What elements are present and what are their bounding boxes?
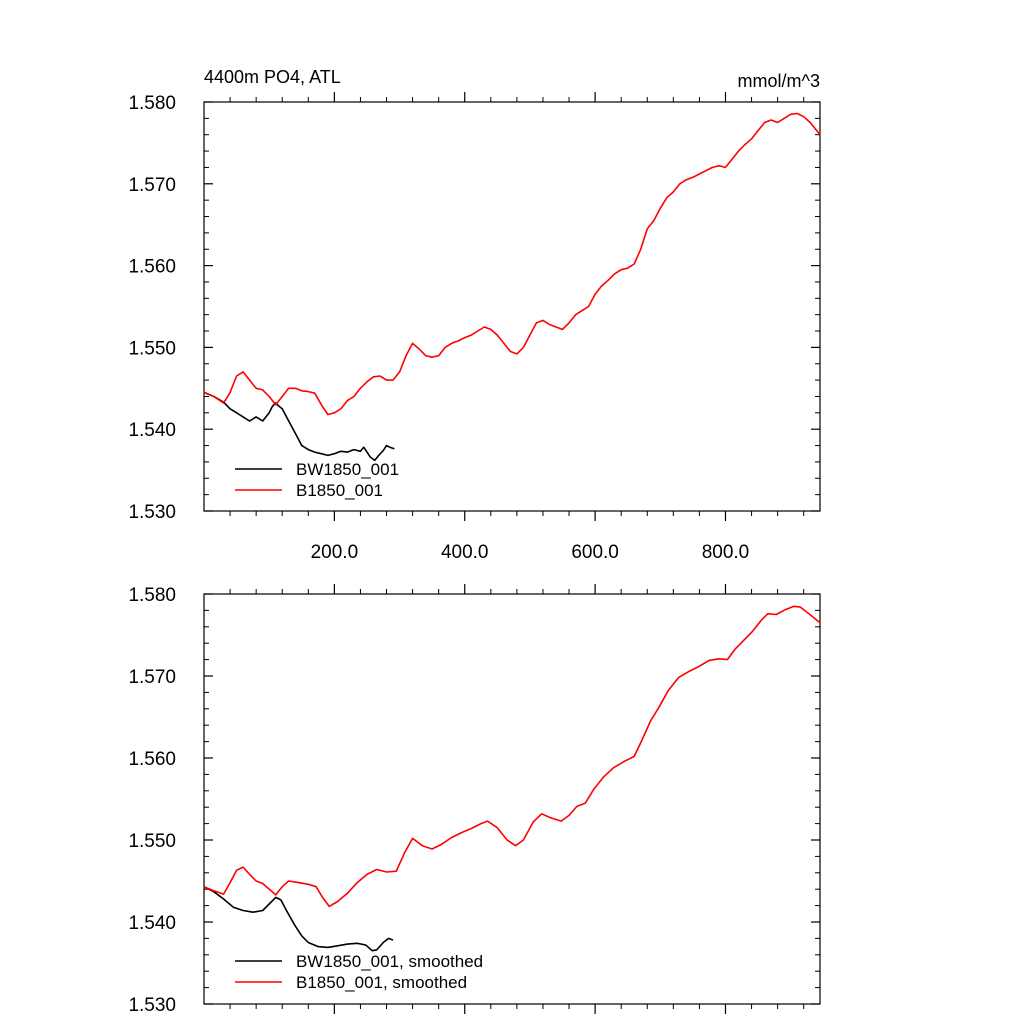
legend-label-1: BW1850_001 [296,460,399,479]
chart-title: 4400m PO4, ATL [204,67,341,87]
chart-units: mmol/m^3 [738,71,820,91]
legend-label-1: BW1850_001, smoothed [296,952,483,971]
y-tick-label: 1.560 [128,749,176,770]
series-line-2 [203,605,821,908]
series-layer-bottom [203,605,821,952]
plot-frame-bottom [203,593,821,1005]
chart-top: 4400m PO4, ATL mmol/m^3 1.5301.5401.5501… [128,67,821,563]
x-tick-label: 400.0 [441,542,489,563]
y-tick-label: 1.540 [128,913,176,934]
series-line-1 [203,885,394,952]
plot-frame-top [203,101,821,512]
x-tick-label: 600.0 [571,542,619,563]
y-tick-label: 1.530 [128,502,176,523]
x-tick-label: 800.0 [702,542,750,563]
ticks-bottom: 1.530 1.540 1.550 1.560 1.570 1.580 [128,584,820,1016]
legend-top: BW1850_001 B1850_001 [235,460,399,500]
y-tick-label: 1.550 [128,831,176,852]
series-layer-top [203,112,821,462]
y-tick-label: 1.530 [128,995,176,1016]
legend-bottom: BW1850_001, smoothed B1850_001, smoothed [235,952,483,992]
y-tick-label: 1.560 [128,257,176,278]
y-tick-label: 1.570 [128,667,176,688]
ticks-top: 1.530 1.540 1.550 1.560 1.570 1.580 200.0 400.0… [128,92,820,563]
y-tick-label: 1.570 [128,175,176,196]
series-line-2 [203,112,821,416]
legend-label-2: B1850_001 [296,481,383,500]
legend-label-2: B1850_001, smoothed [296,973,467,992]
series-line-1 [203,391,395,462]
x-tick-label: 200.0 [311,542,359,563]
chart-bottom: 1.530 1.540 1.550 1.560 1.570 1.580 BW1850_00… [128,584,821,1016]
y-tick-label: 1.540 [128,420,176,441]
y-tick-label: 1.550 [128,338,176,359]
y-tick-label: 1.580 [128,585,176,606]
y-tick-label: 1.580 [128,93,176,114]
